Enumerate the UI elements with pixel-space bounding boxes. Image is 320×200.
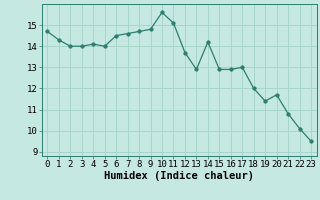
X-axis label: Humidex (Indice chaleur): Humidex (Indice chaleur) xyxy=(104,171,254,181)
